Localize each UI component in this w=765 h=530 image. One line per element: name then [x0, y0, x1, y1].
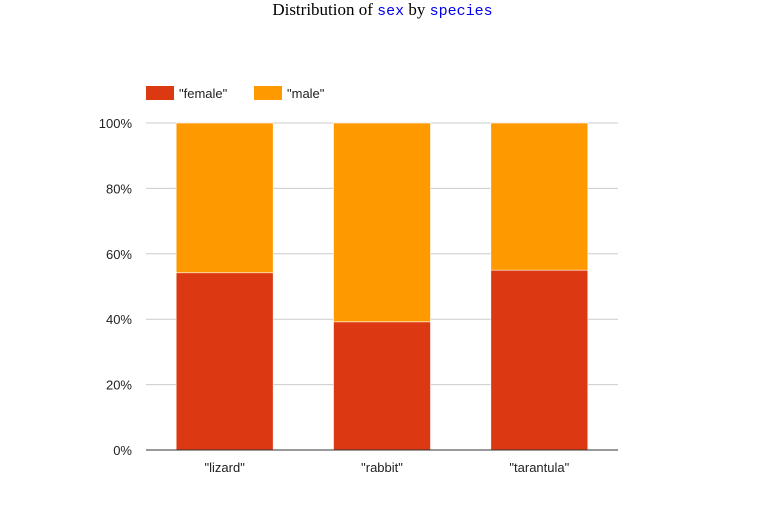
bar-male	[175, 122, 274, 274]
bar-male	[333, 122, 431, 323]
legend-label: "male"	[287, 86, 325, 101]
y-tick-label: 60%	[106, 247, 132, 262]
y-tick-label: 100%	[99, 116, 133, 131]
chart-title: Distribution of sex by species	[0, 0, 765, 22]
bar-male	[490, 122, 589, 271]
legend-swatch	[254, 86, 282, 100]
title-middle: by	[408, 0, 426, 19]
x-tick-label: "lizard"	[205, 460, 246, 475]
bar-female	[490, 269, 589, 451]
bar-female	[175, 272, 274, 451]
x-tick-label: "tarantula"	[509, 460, 569, 475]
bar-female	[333, 321, 431, 451]
y-tick-label: 0%	[113, 443, 132, 458]
y-tick-label: 80%	[106, 181, 132, 196]
legend-label: "female"	[179, 86, 228, 101]
title-var-sex: sex	[377, 3, 405, 20]
x-tick-label: "rabbit"	[361, 460, 403, 475]
title-var-species: species	[429, 3, 493, 20]
legend-swatch	[146, 86, 174, 100]
y-tick-label: 20%	[106, 378, 132, 393]
title-prefix: Distribution of	[272, 0, 373, 19]
y-tick-label: 40%	[106, 312, 132, 327]
